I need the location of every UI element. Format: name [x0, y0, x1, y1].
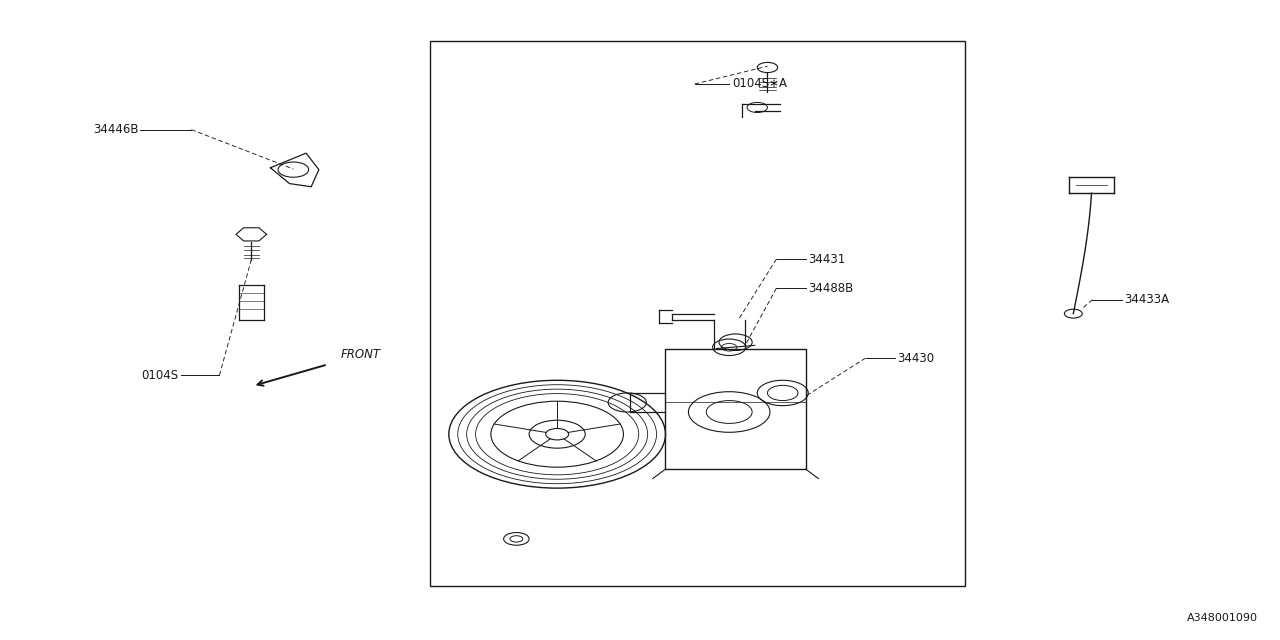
- Bar: [666, 349, 805, 469]
- Text: 34433A: 34433A: [1124, 293, 1170, 306]
- Bar: [430, 41, 965, 586]
- Text: 0104S: 0104S: [142, 369, 179, 381]
- Text: 34488B: 34488B: [808, 282, 854, 295]
- Text: 0104S∗A: 0104S∗A: [732, 77, 787, 90]
- Text: A348001090: A348001090: [1187, 613, 1258, 623]
- Text: 34431: 34431: [808, 253, 846, 266]
- Text: 34430: 34430: [897, 351, 934, 365]
- Text: 34446B: 34446B: [93, 123, 140, 136]
- Text: FRONT: FRONT: [340, 348, 380, 360]
